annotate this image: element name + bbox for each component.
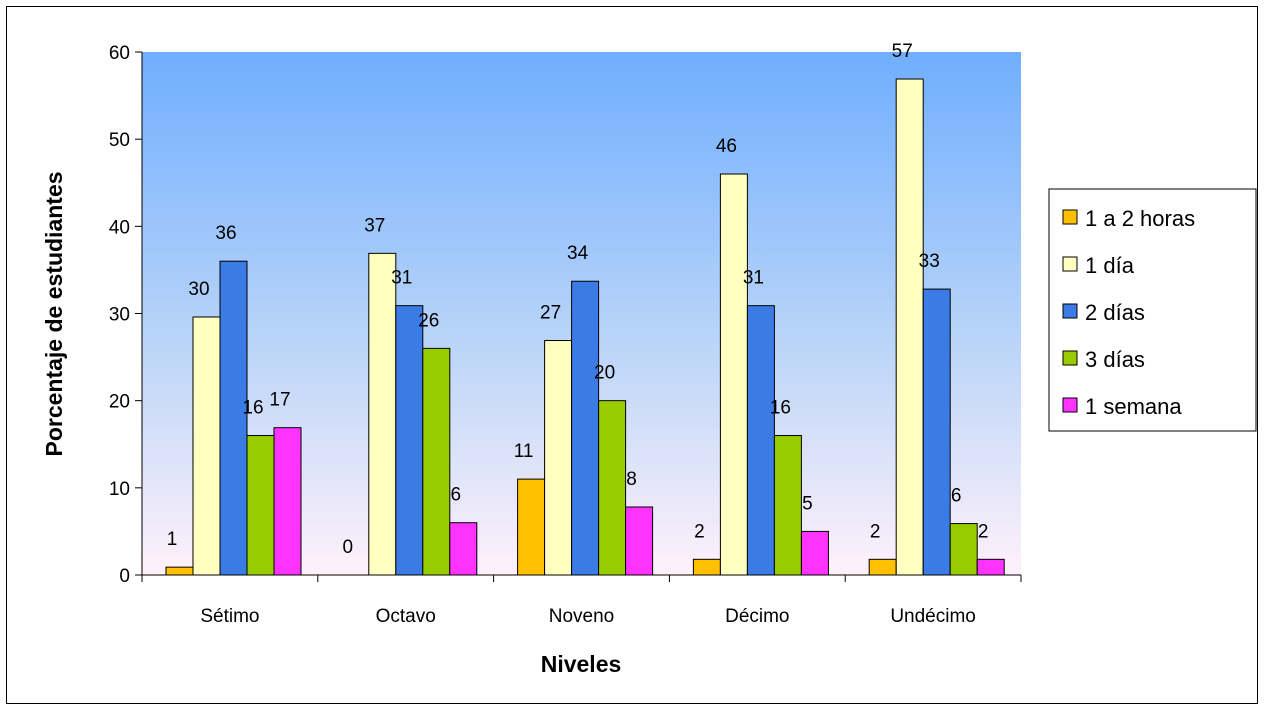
bar <box>449 522 478 576</box>
legend-swatch <box>1062 209 1078 225</box>
data-label: 8 <box>626 469 637 490</box>
bar <box>719 173 748 576</box>
bar <box>246 435 275 576</box>
bar <box>922 288 951 576</box>
data-label: 27 <box>540 303 561 324</box>
bar <box>976 558 1005 576</box>
bar <box>192 316 221 576</box>
x-tick-label: Undécimo <box>890 606 976 627</box>
data-label: 31 <box>743 268 764 289</box>
bar <box>625 506 654 576</box>
data-label: 36 <box>215 223 236 244</box>
bar <box>544 340 573 576</box>
data-label: 16 <box>770 398 791 419</box>
y-tick-label: 20 <box>109 392 130 413</box>
bar <box>800 530 829 576</box>
y-tick-label: 30 <box>109 305 130 326</box>
y-tick-label: 60 <box>109 43 130 64</box>
data-label: 6 <box>451 485 462 506</box>
bar <box>395 305 424 576</box>
bar <box>273 427 302 576</box>
data-label: 17 <box>269 390 290 411</box>
y-tick-label: 10 <box>109 479 130 500</box>
data-label: 2 <box>694 521 705 542</box>
legend-label: 1 a 2 horas <box>1085 206 1195 231</box>
x-tick-label: Octavo <box>376 606 436 627</box>
legend-label: 1 semana <box>1085 394 1182 419</box>
data-label: 31 <box>391 268 412 289</box>
data-label: 57 <box>892 41 913 62</box>
data-label: 26 <box>418 310 439 331</box>
bar <box>895 78 924 576</box>
legend-swatch <box>1062 256 1078 272</box>
data-label: 30 <box>188 279 209 300</box>
data-label: 6 <box>951 486 962 507</box>
data-label: 20 <box>594 363 615 384</box>
bar <box>571 280 600 576</box>
legend-label: 3 días <box>1085 347 1145 372</box>
y-tick-label: 40 <box>109 217 130 238</box>
x-axis-title: Niveles <box>541 651 622 677</box>
data-label: 16 <box>242 398 263 419</box>
legend-label: 2 días <box>1085 300 1145 325</box>
legend: 1 a 2 horas 1 día 2 días 3 días 1 semana <box>1048 188 1257 432</box>
bar <box>422 347 451 576</box>
data-label: 34 <box>567 243 589 264</box>
bar <box>219 260 248 576</box>
bar <box>517 478 546 576</box>
data-label: 5 <box>802 493 813 514</box>
x-tick-label: Décimo <box>725 606 789 627</box>
bar <box>949 523 978 576</box>
data-label: 2 <box>978 521 989 542</box>
legend-swatch <box>1062 303 1078 319</box>
data-label: 11 <box>514 441 534 462</box>
data-label: 2 <box>870 521 881 542</box>
bar <box>165 566 194 576</box>
data-label: 37 <box>364 215 385 236</box>
data-label: 33 <box>919 251 940 272</box>
bar <box>773 435 802 576</box>
legend-swatch <box>1062 397 1078 413</box>
bar <box>692 558 721 576</box>
legend-swatch <box>1062 350 1078 366</box>
x-tick-label: Noveno <box>549 606 615 627</box>
data-label: 0 <box>343 537 354 558</box>
y-axis-title: Porcentaje de estudiantes <box>41 171 67 456</box>
bar <box>868 558 897 576</box>
data-label: 46 <box>716 136 737 157</box>
bar <box>746 305 775 576</box>
data-label: 1 <box>167 529 178 550</box>
y-tick-label: 50 <box>109 130 130 151</box>
x-tick-label: Sétimo <box>200 606 259 627</box>
legend-label: 1 día <box>1085 253 1135 278</box>
legend-box <box>1048 188 1257 432</box>
y-tick-label: 0 <box>119 566 130 587</box>
bar <box>598 400 627 576</box>
bar <box>368 252 397 576</box>
